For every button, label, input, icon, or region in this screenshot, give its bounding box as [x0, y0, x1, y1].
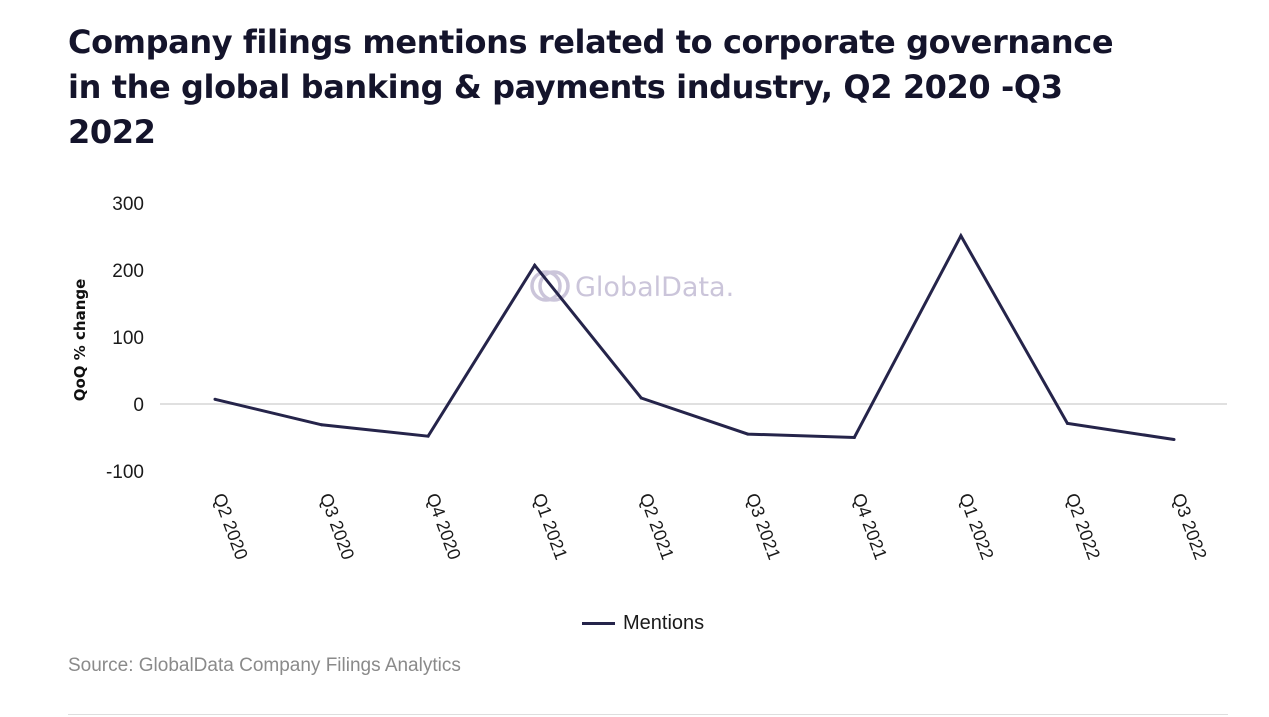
footer-divider: [68, 714, 1228, 715]
y-tick-label: 200: [112, 261, 144, 282]
watermark-text: GlobalData.: [575, 272, 734, 303]
x-tick-label: Q1 2022: [955, 491, 997, 563]
legend-label-mentions: Mentions: [623, 612, 705, 634]
source-note: Source: GlobalData Company Filings Analy…: [68, 655, 461, 676]
x-tick-label: Q1 2021: [529, 491, 571, 563]
globaldata-watermark: GlobalData.: [530, 270, 734, 303]
data-point: [533, 263, 537, 267]
y-axis: 300 200 100 0 -100: [106, 194, 144, 483]
legend: Mentions: [582, 612, 704, 635]
x-tick-label: Q2 2022: [1062, 491, 1104, 563]
data-point: [426, 434, 430, 438]
data-point: [852, 436, 856, 439]
data-point: [959, 234, 963, 238]
x-tick-label: Q3 2021: [742, 491, 784, 563]
series-mentions: [213, 232, 1176, 442]
y-tick-label: 300: [112, 194, 144, 215]
data-point: [639, 396, 643, 400]
series-line-mentions: [214, 232, 1175, 441]
x-tick-label: Q4 2021: [849, 491, 891, 563]
x-tick-label: Q3 2022: [1168, 491, 1210, 563]
y-tick-label: 100: [112, 328, 144, 349]
y-tick-label: 0: [133, 395, 144, 416]
data-point: [213, 397, 217, 401]
x-tick-label: Q4 2020: [422, 491, 464, 563]
x-tick-label: Q3 2020: [316, 491, 358, 563]
data-point: [1065, 421, 1069, 425]
data-point: [320, 423, 324, 427]
globaldata-logo-ring-icon: [538, 270, 570, 302]
y-tick-label: -100: [106, 462, 144, 483]
data-point: [746, 432, 750, 436]
legend-swatch-mentions: [582, 622, 615, 625]
data-point: [1172, 438, 1176, 442]
x-tick-label: Q2 2020: [209, 491, 251, 563]
x-tick-label: Q2 2021: [635, 491, 677, 563]
globaldata-logo-icon: [530, 270, 562, 302]
chart-title: Company filings mentions related to corp…: [68, 23, 1114, 151]
x-axis: Q2 2020 Q3 2020 Q4 2020 Q1 2021 Q2 2021 Q3 20…: [209, 491, 1210, 563]
y-axis-label: QoQ % change: [71, 279, 89, 402]
